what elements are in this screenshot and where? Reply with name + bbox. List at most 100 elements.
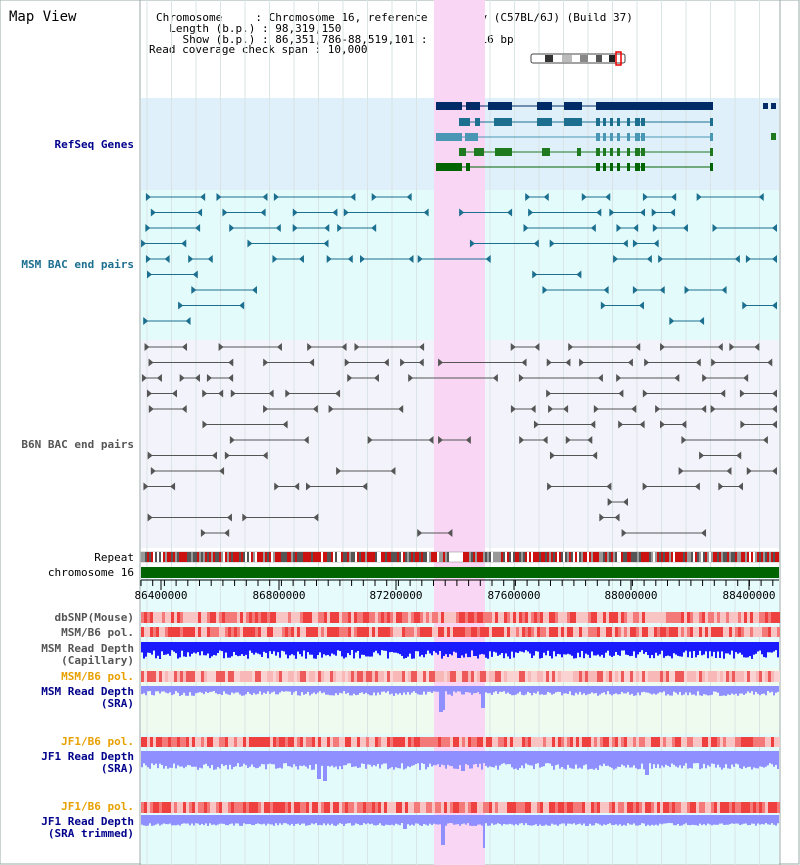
jf1-sra-depth-bar xyxy=(387,751,389,770)
jf1-sra-depth-bar xyxy=(575,751,577,765)
repeat-element xyxy=(735,552,737,562)
refseq-gene-track[interactable] xyxy=(436,102,776,171)
msm-b6-pol-heat-cell xyxy=(441,627,444,637)
b6n-bac-track[interactable] xyxy=(141,343,777,537)
jf1-sra-depth-bar xyxy=(511,751,513,768)
msm-sra-depth-bar xyxy=(759,686,761,696)
msm-capillary-depth-bar xyxy=(583,642,585,659)
jf1-sra-trimmed-depth-bar xyxy=(335,815,337,826)
jf1-b6-pol-2-heat-cell xyxy=(324,802,327,813)
msm-b6-pol-heat-cell xyxy=(387,627,390,637)
jf1-b6-pol-2-heat-cell xyxy=(777,802,780,813)
jf1-b6-pol-heat-cell xyxy=(537,737,540,747)
repeat-element xyxy=(237,552,239,562)
msm-b6-pol-sra-heat-cell xyxy=(372,671,375,682)
repeat-element xyxy=(509,552,511,562)
refseq-track-label[interactable]: RefSeq Genes xyxy=(54,138,134,151)
repeat-element xyxy=(717,552,719,562)
msm-sra-depth-bar xyxy=(765,686,767,696)
msm-b6-pol-heat-cell xyxy=(438,627,441,637)
jf1-sra-depth-bar xyxy=(273,751,275,765)
jf1-sra-trimmed-depth-bar xyxy=(317,815,319,826)
jf1-b6-pol-2-heat-cell xyxy=(618,802,621,813)
msm-b6-pol-heat-cell xyxy=(690,627,693,637)
repeat-element xyxy=(659,552,661,562)
msm-bac-track-label[interactable]: MSM BAC end pairs xyxy=(21,258,134,271)
b6n-bac-end xyxy=(156,374,162,382)
jf1-b6-pol-2-heat-cell xyxy=(771,802,774,813)
dbsnp-heat-cell xyxy=(573,612,576,623)
msm-b6-pol-heat-cell xyxy=(531,627,534,637)
jf1-b6-pol-heat-cell xyxy=(225,737,228,747)
msm-bac-end xyxy=(613,255,619,263)
msm-b6-pol-sra-heat-cell xyxy=(702,671,705,682)
msm-b6-pol-heat-cell xyxy=(210,627,213,637)
jf1-sra-trimmed-depth-bar xyxy=(383,815,385,826)
msm-sra-depth-bar xyxy=(351,686,353,696)
dbsnp-heat-cell xyxy=(372,612,375,623)
highlighted-region[interactable] xyxy=(434,0,485,865)
msm-sra-depth-bar xyxy=(259,686,261,692)
msm-capillary-depth-bar xyxy=(707,642,709,659)
msm-sra-depth-bar xyxy=(537,686,539,692)
dbsnp-heat-cell xyxy=(741,612,744,623)
msm-capillary-depth-bar xyxy=(701,642,703,656)
jf1-b6-pol-heat-cell xyxy=(351,737,354,747)
msm-read-depth-sra-label: MSM Read Depth xyxy=(41,685,134,698)
msm-b6-pol-sra-heat-cell xyxy=(693,671,696,682)
msm-capillary-depth-bar xyxy=(641,642,643,651)
repeat-track[interactable] xyxy=(140,551,780,563)
jf1-b6-pol-2-heat-cell xyxy=(522,802,525,813)
refseq-gene-exon xyxy=(617,118,620,126)
msm-sra-depth-bar xyxy=(721,686,723,696)
jf1-sra-depth-bar xyxy=(503,751,505,764)
repeat-element xyxy=(303,552,305,562)
msm-sra-depth-bar xyxy=(169,686,171,693)
b6n-bac-end xyxy=(147,513,153,522)
msm-b6-pol-sra-heat-cell xyxy=(753,671,756,682)
msm-bac-end xyxy=(699,317,705,325)
msm-b6-pol-sra-heat-cell xyxy=(375,671,378,682)
chromosome-bar[interactable] xyxy=(141,567,779,578)
b6n-bac-track-label[interactable]: B6N BAC end pairs xyxy=(21,438,134,451)
repeat-element xyxy=(149,552,151,562)
msm-capillary-depth-bar xyxy=(661,642,663,651)
jf1-sra-depth-bar xyxy=(637,751,639,770)
dbsnp-heat-cell xyxy=(450,612,453,623)
jf1-b6-pol-heat-cell xyxy=(363,737,366,747)
msm-b6-pol-heat-cell xyxy=(765,627,768,637)
repeat-element xyxy=(619,552,621,562)
msm-sra-depth-bar xyxy=(457,686,459,692)
jf1-sra-trimmed-depth-bar xyxy=(701,815,703,826)
msm-read-depth-capillary-sublabel: (Capillary) xyxy=(61,654,134,667)
b6n-bac-end xyxy=(606,482,612,491)
jf1-sra-depth-bar xyxy=(197,751,199,770)
jf1-sra-trimmed-depth-bar xyxy=(423,815,425,824)
jf1-b6-pol-2-heat-cell xyxy=(258,802,261,813)
msm-bac-track[interactable] xyxy=(141,193,777,325)
jf1-sra-depth-bar xyxy=(631,751,633,768)
refseq-gene-exon xyxy=(603,118,606,126)
chromosome-ideogram[interactable] xyxy=(530,51,626,66)
jf1-b6-pol-2-heat-cell xyxy=(243,802,246,813)
jf1-sra-depth-bar xyxy=(645,751,647,775)
msm-sra-depth-bar xyxy=(549,686,551,693)
read-depth-tracks[interactable] xyxy=(141,642,779,848)
jf1-b6-pol-heat-cell xyxy=(165,737,168,747)
dbsnp-heat-cell xyxy=(594,612,597,623)
jf1-b6-pol-heat-cell xyxy=(510,737,513,747)
repeat-element xyxy=(573,552,575,562)
msm-capillary-depth-bar xyxy=(555,642,557,657)
msm-sra-depth-bar xyxy=(743,686,745,695)
jf1-sra-depth-bar xyxy=(537,751,539,764)
jf1-b6-pol-heat-cell xyxy=(246,737,249,747)
dbsnp-heat-cell xyxy=(441,612,444,623)
msm-sra-depth-bar xyxy=(463,686,465,695)
jf1-b6-pol-heat-cell xyxy=(597,737,600,747)
polymorphism-heatmaps[interactable] xyxy=(141,612,780,813)
jf1-b6-pol-heat-cell xyxy=(534,737,537,747)
msm-capillary-depth-bar xyxy=(297,642,299,652)
msm-b6-pol-sra-heat-cell xyxy=(237,671,240,682)
msm-sra-depth-bar xyxy=(467,686,469,693)
